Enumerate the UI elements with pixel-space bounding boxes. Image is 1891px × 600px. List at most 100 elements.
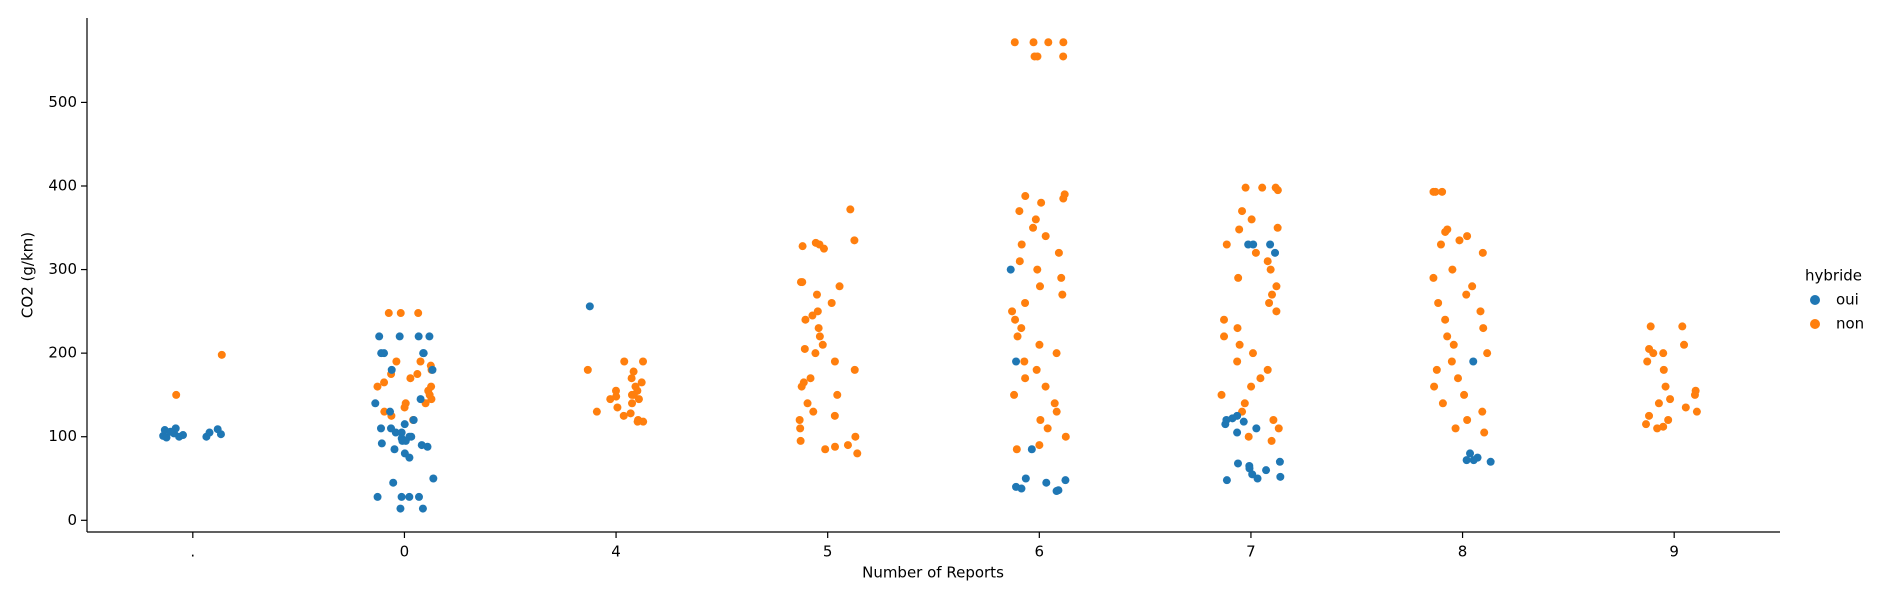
point [380,407,389,416]
x-tick-label: 4 [611,543,621,561]
point [619,411,628,420]
point [1235,340,1244,349]
point [830,411,839,420]
point [853,449,862,458]
point [1451,424,1460,433]
point [1021,374,1030,383]
point [1027,445,1036,454]
point [1666,395,1675,404]
point [1460,390,1469,399]
x-tick-label: 7 [1246,543,1256,561]
point [1262,466,1271,475]
point [1462,456,1471,465]
point [1020,357,1029,366]
point [809,407,818,416]
point [387,365,396,374]
point [1021,298,1030,307]
point [620,357,629,366]
point [1248,349,1257,358]
point [392,357,401,366]
point [1483,349,1492,358]
point [1681,403,1690,412]
point [812,290,821,299]
point [1061,476,1070,485]
point [1476,307,1485,316]
point [1015,257,1024,266]
point [1469,456,1478,465]
point [1217,390,1226,399]
point [1273,223,1282,232]
y-tick-label: 300 [48,260,77,278]
point [1441,227,1450,236]
point [1249,240,1258,249]
point [1253,474,1262,483]
point [819,244,828,253]
point [1010,390,1019,399]
point [795,416,804,425]
point [390,445,399,454]
point [380,378,389,387]
point [1050,399,1059,408]
point [1035,441,1044,450]
point [1434,298,1443,307]
x-tick-label: 0 [400,543,410,561]
point [1659,349,1668,358]
point [1645,411,1654,420]
y-tick-label: 100 [48,427,77,445]
point [1276,472,1285,481]
point [1271,248,1280,257]
point [1220,315,1229,324]
point [377,349,386,358]
point [1431,187,1440,196]
point [1021,192,1030,201]
point [1036,416,1045,425]
point [1037,198,1046,207]
legend-marker [1810,319,1820,329]
legend-label: oui [1836,291,1859,309]
point [1017,324,1026,333]
point [1032,365,1041,374]
point [1263,257,1272,266]
point [428,365,437,374]
point [1011,315,1020,324]
point [827,298,836,307]
point [815,332,824,341]
point [1233,324,1242,333]
point [1429,273,1438,282]
point [1448,265,1457,274]
point [1466,449,1475,458]
point [1006,265,1015,274]
point [1222,240,1231,249]
point [1058,290,1067,299]
y-tick-label: 400 [48,176,77,194]
point [627,374,636,383]
point [1664,416,1673,425]
point [373,492,382,501]
point [1443,332,1452,341]
point [1239,417,1248,426]
point [1272,307,1281,316]
point [1031,215,1040,224]
point [1252,424,1261,433]
point [1643,357,1652,366]
point [811,349,820,358]
point [799,378,808,387]
point [806,374,815,383]
point [217,350,226,359]
point [1057,273,1066,282]
point [821,445,830,454]
point [406,374,415,383]
point [808,311,817,320]
legend-label: non [1836,315,1864,333]
point [377,439,386,448]
point [1263,365,1272,374]
point [387,424,396,433]
point [1266,265,1275,274]
point [1646,322,1655,331]
point [1468,282,1477,291]
point [1222,476,1231,485]
point [376,424,385,433]
x-tick-label: 8 [1458,543,1468,561]
point [1479,324,1488,333]
